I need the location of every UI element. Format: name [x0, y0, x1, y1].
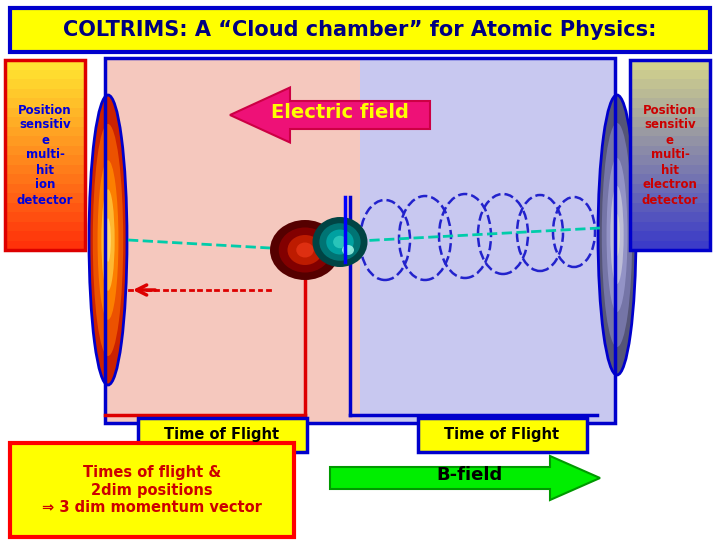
- Bar: [630, 212, 710, 221]
- Text: Time of Flight: Time of Flight: [164, 428, 279, 442]
- Text: Time of Flight: Time of Flight: [444, 428, 559, 442]
- Bar: [5, 193, 85, 202]
- Bar: [630, 98, 710, 107]
- Bar: [5, 212, 85, 221]
- Bar: [630, 60, 710, 70]
- Text: Position
sensitiv
e
multi-
hit
electron
detector: Position sensitiv e multi- hit electron …: [642, 104, 698, 206]
- Bar: [360, 58, 615, 423]
- Bar: [5, 202, 85, 212]
- Bar: [630, 136, 710, 145]
- FancyBboxPatch shape: [418, 418, 587, 452]
- Bar: [630, 221, 710, 231]
- Text: Electric field: Electric field: [271, 103, 409, 122]
- Ellipse shape: [326, 230, 354, 254]
- Ellipse shape: [102, 189, 114, 291]
- Bar: [5, 155, 85, 165]
- Bar: [630, 184, 710, 193]
- Ellipse shape: [89, 95, 127, 385]
- Bar: [5, 117, 85, 126]
- Bar: [5, 136, 85, 145]
- Bar: [5, 107, 85, 117]
- Ellipse shape: [287, 235, 323, 265]
- FancyBboxPatch shape: [138, 418, 307, 452]
- Bar: [630, 165, 710, 174]
- Ellipse shape: [320, 223, 361, 261]
- Ellipse shape: [598, 95, 636, 375]
- Bar: [630, 240, 710, 250]
- Text: Position
sensitiv
e
multi-
hit
ion
detector: Position sensitiv e multi- hit ion detec…: [17, 104, 73, 206]
- Bar: [5, 165, 85, 174]
- FancyBboxPatch shape: [10, 8, 710, 52]
- Bar: [5, 184, 85, 193]
- Bar: [630, 60, 710, 250]
- Bar: [5, 60, 85, 250]
- Bar: [630, 155, 710, 165]
- Ellipse shape: [614, 214, 620, 256]
- Bar: [5, 79, 85, 89]
- Bar: [630, 231, 710, 240]
- Ellipse shape: [296, 242, 314, 258]
- Text: COLTRIMS: A “Cloud chamber” for Atomic Physics:: COLTRIMS: A “Cloud chamber” for Atomic P…: [63, 20, 657, 40]
- Text: Times of flight &
2dim positions
⇒ 3 dim momentum vector: Times of flight & 2dim positions ⇒ 3 dim…: [42, 465, 262, 515]
- Ellipse shape: [270, 220, 340, 280]
- Bar: [630, 107, 710, 117]
- Bar: [630, 79, 710, 89]
- Bar: [630, 70, 710, 79]
- Bar: [105, 58, 615, 423]
- Ellipse shape: [342, 245, 354, 255]
- Bar: [5, 60, 85, 70]
- Ellipse shape: [333, 236, 347, 248]
- Ellipse shape: [602, 123, 632, 347]
- Ellipse shape: [279, 227, 331, 273]
- Bar: [5, 174, 85, 184]
- Bar: [630, 89, 710, 98]
- Bar: [630, 117, 710, 126]
- Bar: [5, 98, 85, 107]
- Bar: [630, 145, 710, 155]
- FancyBboxPatch shape: [10, 443, 294, 537]
- Bar: [5, 70, 85, 79]
- FancyArrow shape: [230, 87, 430, 143]
- Ellipse shape: [606, 158, 627, 312]
- Bar: [5, 221, 85, 231]
- Ellipse shape: [312, 217, 367, 267]
- Ellipse shape: [97, 160, 119, 320]
- Ellipse shape: [93, 124, 123, 356]
- Bar: [630, 193, 710, 202]
- Bar: [5, 145, 85, 155]
- Bar: [630, 202, 710, 212]
- Bar: [5, 240, 85, 250]
- Bar: [5, 126, 85, 136]
- FancyArrow shape: [330, 456, 600, 500]
- Text: B-field: B-field: [437, 466, 503, 484]
- Bar: [630, 174, 710, 184]
- Ellipse shape: [105, 218, 111, 262]
- Bar: [5, 89, 85, 98]
- Ellipse shape: [611, 186, 624, 284]
- Bar: [630, 126, 710, 136]
- Bar: [5, 231, 85, 240]
- Bar: [105, 58, 360, 423]
